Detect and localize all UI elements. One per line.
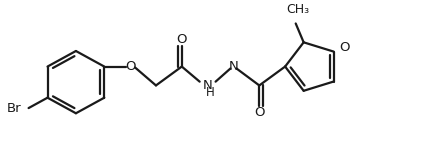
Text: O: O: [177, 33, 187, 46]
Text: N: N: [229, 60, 239, 73]
Text: H: H: [206, 86, 215, 99]
Text: O: O: [340, 41, 350, 54]
Text: Br: Br: [7, 102, 21, 115]
Text: O: O: [125, 60, 136, 73]
Text: CH₃: CH₃: [286, 3, 309, 16]
Text: O: O: [254, 106, 265, 119]
Text: N: N: [203, 79, 212, 92]
